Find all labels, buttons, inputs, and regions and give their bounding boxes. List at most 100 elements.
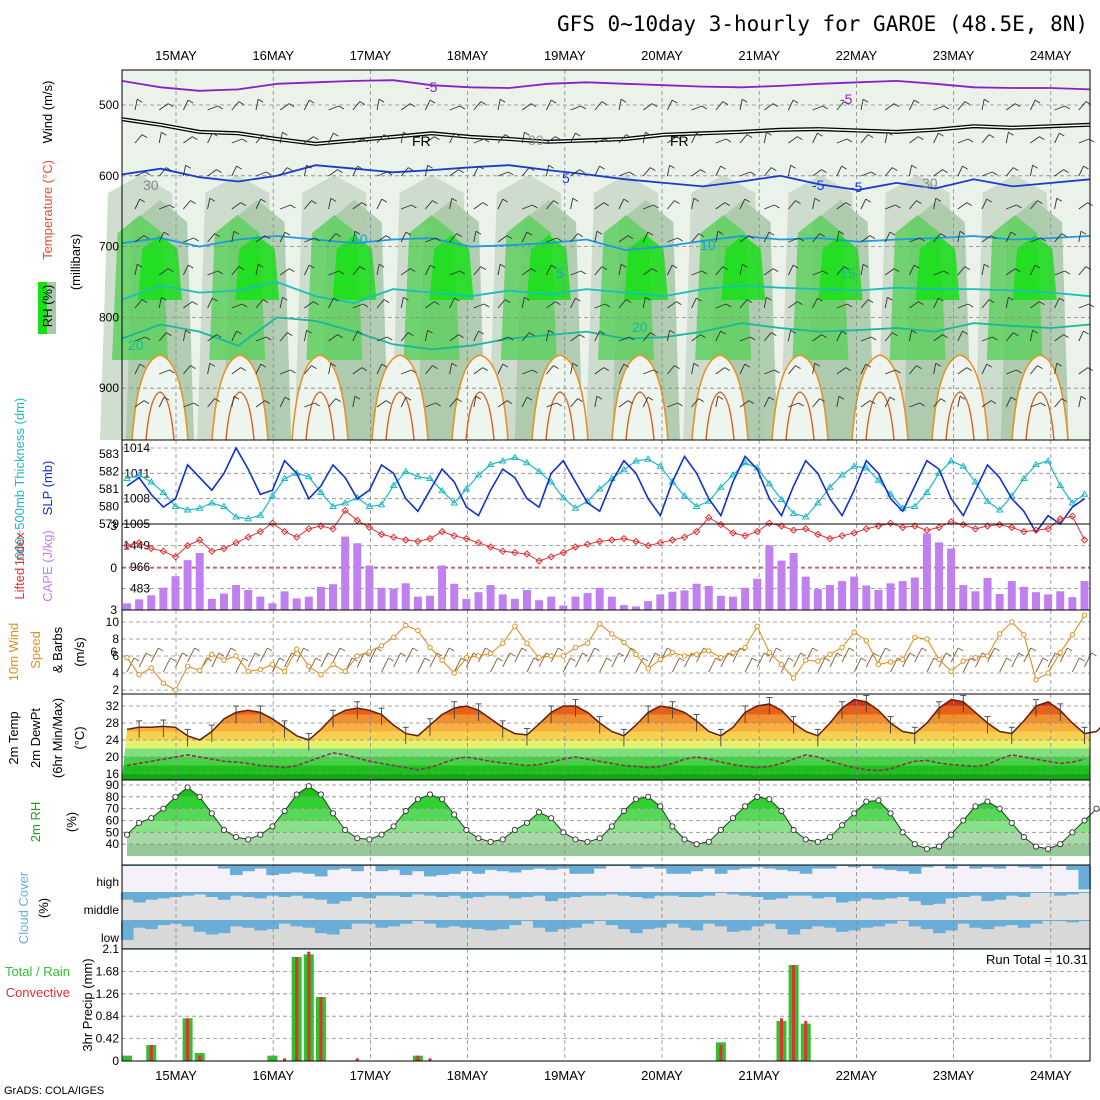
cloud-cover-bar bbox=[969, 866, 982, 869]
cloud-cover-bar bbox=[133, 921, 146, 928]
wind10m-barb-flag bbox=[327, 652, 334, 657]
rh2m-point bbox=[523, 819, 531, 826]
cloud-cover-bar bbox=[957, 893, 970, 898]
wind-speed-point bbox=[378, 643, 385, 649]
thickness-point bbox=[632, 457, 640, 464]
thickness-point bbox=[644, 455, 653, 462]
wind10m-barb-flag bbox=[303, 647, 309, 652]
wind-barb-flag bbox=[575, 297, 581, 302]
cape-bar bbox=[316, 586, 325, 610]
thickness-axis-title: 1000~500mb Thickness (dm) bbox=[12, 398, 27, 567]
wind-barb-flag bbox=[306, 329, 312, 334]
date-tick-label: 21MAY bbox=[738, 48, 780, 63]
wind-barb-flag bbox=[938, 297, 944, 302]
wind-barb bbox=[328, 334, 338, 342]
wind-barb-flag bbox=[482, 367, 488, 371]
cloud-cover-bar bbox=[266, 921, 279, 930]
cloud-cover-bar bbox=[557, 893, 570, 899]
cloud-cover-bar bbox=[884, 921, 898, 924]
wind-speed-point bbox=[766, 649, 773, 656]
wind-barb bbox=[642, 332, 651, 342]
rh2m-point bbox=[911, 841, 918, 848]
wind-barb bbox=[933, 198, 937, 210]
contour-label: 15 bbox=[840, 265, 856, 281]
thickness-point bbox=[268, 492, 277, 499]
wind10m-barb-flag bbox=[751, 657, 758, 662]
wind-barb bbox=[933, 132, 939, 144]
wind10m-barb-flag bbox=[133, 657, 140, 662]
wind-barb-flag bbox=[550, 99, 557, 104]
wind-barb-flag bbox=[790, 329, 796, 334]
wind-barb bbox=[279, 167, 288, 177]
wind-tick-label: 2 bbox=[112, 683, 119, 697]
rh2m-point bbox=[414, 796, 421, 803]
wind-barb-flag bbox=[967, 303, 974, 308]
wind-barb bbox=[642, 297, 646, 309]
wind-barb bbox=[182, 165, 187, 177]
wind-speed-point bbox=[924, 636, 930, 642]
wind-barb-flag bbox=[163, 396, 170, 401]
cloud-cover-bar bbox=[254, 921, 267, 931]
date-tick-label: 24MAY bbox=[1030, 1068, 1072, 1083]
wind-barb-flag bbox=[193, 402, 199, 407]
wind10m-barb-flag bbox=[230, 647, 237, 652]
wind-barb-flag bbox=[338, 270, 345, 275]
hot-cell-contour bbox=[465, 391, 495, 441]
wind-barb bbox=[376, 299, 385, 309]
cloud-cover-bar bbox=[557, 921, 570, 930]
wind-barb bbox=[231, 231, 235, 243]
wind10m-barb-flag bbox=[158, 647, 164, 652]
rh2m-point bbox=[160, 805, 167, 812]
cape-bar bbox=[825, 585, 834, 610]
rh-bands bbox=[127, 786, 1090, 856]
cape-bar bbox=[680, 590, 689, 610]
wind-barb bbox=[449, 198, 453, 210]
lifted-index-point bbox=[595, 537, 604, 546]
wind10m-barb-flag bbox=[788, 657, 794, 662]
wind-barb bbox=[280, 204, 291, 210]
lifted-index-point bbox=[777, 522, 786, 530]
wind-barb-flag bbox=[841, 165, 847, 170]
rh2m-point bbox=[645, 793, 652, 800]
wind-barb bbox=[715, 165, 721, 177]
wind-speed-point bbox=[136, 672, 142, 678]
wind10m-barb bbox=[902, 652, 911, 668]
wind-barb bbox=[618, 134, 627, 144]
wind-barb-flag bbox=[409, 103, 416, 107]
wind-barb-flag bbox=[942, 169, 948, 173]
wind-barb-flag bbox=[1016, 369, 1022, 374]
hot-cell-contour bbox=[305, 391, 335, 441]
wind-barb-flag bbox=[405, 231, 412, 236]
wind-barb bbox=[255, 134, 264, 144]
wind-barb bbox=[884, 268, 895, 276]
wind-barb-flag bbox=[986, 198, 993, 203]
cloud-cover-bar bbox=[230, 866, 243, 876]
wind10m-barb bbox=[235, 657, 244, 673]
cloud-cover-bar bbox=[351, 893, 364, 898]
thickness-point bbox=[547, 478, 556, 485]
temperature-axis-title: Temperature (°C) bbox=[40, 160, 55, 260]
cape-bar bbox=[874, 589, 883, 610]
wind10m-barb-flag bbox=[606, 657, 612, 662]
wind-barb-flag bbox=[669, 329, 675, 334]
wind10m-barb bbox=[162, 657, 171, 673]
thickness-point bbox=[971, 478, 980, 485]
wind-barb-flag bbox=[483, 303, 490, 308]
rh-key-swatch-bright bbox=[38, 282, 47, 334]
wind-barb-flag bbox=[506, 235, 513, 239]
wind10m-barb bbox=[744, 657, 753, 673]
thickness-point bbox=[910, 502, 919, 509]
wind-barb-flag bbox=[988, 134, 995, 138]
lifted-index-point bbox=[547, 553, 555, 561]
rh2m-point bbox=[548, 815, 555, 822]
wind-barb bbox=[255, 363, 262, 375]
precip-units-title: 3hr Precip (mm) bbox=[80, 958, 95, 1051]
wind-barb bbox=[449, 105, 461, 111]
rh2m-point bbox=[123, 831, 131, 838]
wind-barb bbox=[255, 171, 267, 177]
rh2m-point bbox=[487, 838, 494, 845]
wind10m-barb bbox=[865, 652, 874, 668]
precip-tick-label: 1.26 bbox=[96, 987, 120, 1001]
cloud-cover-bar bbox=[593, 893, 607, 896]
wind-barb bbox=[497, 264, 501, 276]
